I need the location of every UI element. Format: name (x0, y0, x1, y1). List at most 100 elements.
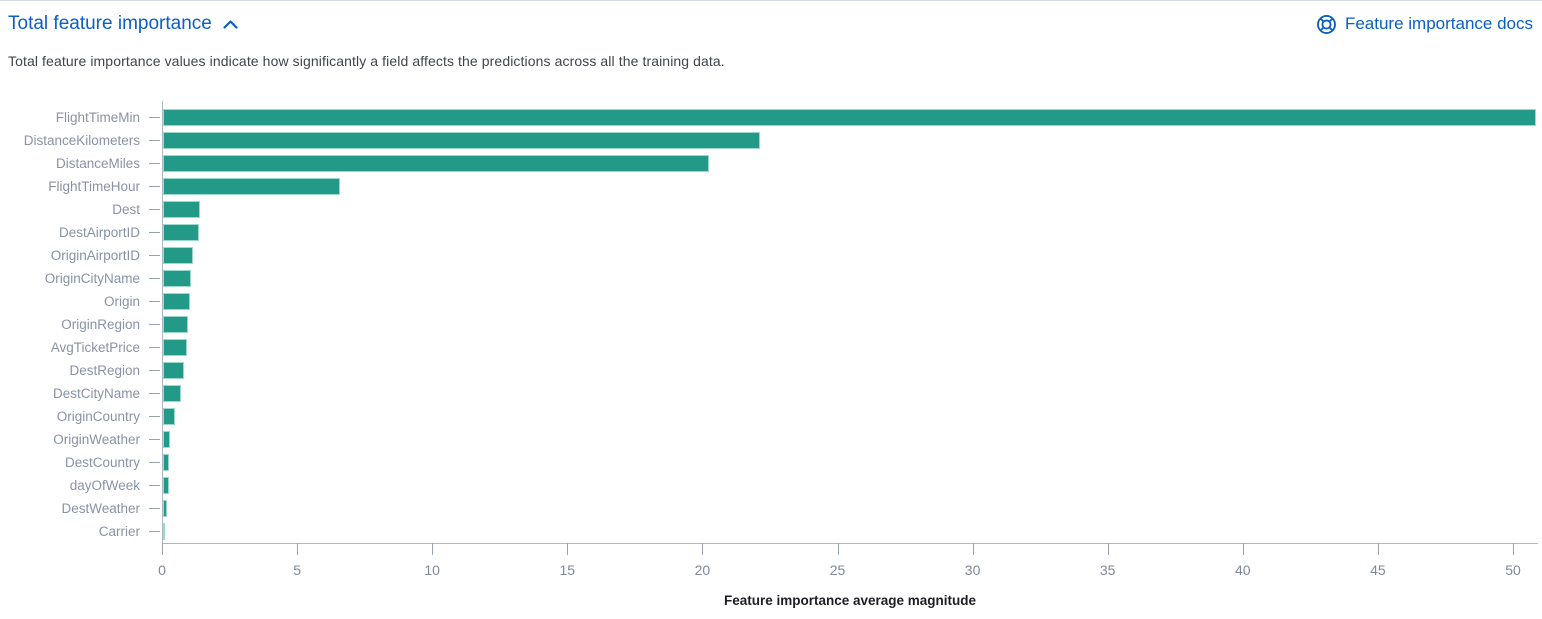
bar (163, 385, 181, 402)
x-axis-tick-label: 20 (694, 562, 711, 578)
x-axis-line (162, 543, 1538, 544)
feature-importance-docs-link[interactable]: Feature importance docs (1316, 14, 1533, 35)
bar (163, 477, 169, 494)
y-axis-tick (149, 117, 160, 118)
x-axis-tick (297, 543, 299, 555)
y-axis-tick (149, 531, 160, 532)
y-axis-label: FlightTimeHour (48, 179, 140, 194)
y-axis-label: DestAirportID (58, 225, 140, 240)
y-axis-label: OriginCountry (56, 409, 140, 424)
chart-row: DistanceMiles (0, 152, 1542, 175)
x-axis-tick-label: 25 (829, 562, 846, 578)
bar (163, 500, 168, 517)
y-axis-label: DestWeather (61, 501, 140, 516)
y-axis-label: OriginCityName (44, 271, 140, 286)
chart-row: Origin (0, 290, 1542, 313)
x-axis-tick-label: 40 (1235, 562, 1251, 578)
bar (163, 316, 188, 333)
y-axis-tick (149, 485, 160, 486)
bar (163, 293, 190, 310)
chart-row: OriginAirportID (0, 244, 1542, 267)
y-axis-tick (149, 255, 160, 256)
x-axis-tick (1513, 543, 1514, 555)
y-axis-tick (149, 209, 160, 210)
section-description: Total feature importance values indicate… (8, 53, 725, 69)
x-axis-tick (702, 543, 704, 555)
chart-row: OriginRegion (0, 313, 1542, 336)
y-axis-label: DistanceMiles (55, 156, 140, 171)
y-axis-tick (149, 370, 160, 371)
chevron-up-icon (223, 19, 238, 29)
y-axis-tick (149, 439, 160, 440)
bar (163, 523, 165, 540)
x-axis-tick (162, 543, 163, 555)
y-axis-label: OriginAirportID (50, 248, 140, 263)
x-axis-tick-label: 50 (1505, 562, 1521, 578)
y-axis-tick (149, 163, 160, 164)
chart-row: DestCountry (0, 451, 1542, 474)
bar (163, 178, 340, 195)
x-axis-tick (1107, 543, 1109, 555)
bar (163, 339, 187, 356)
x-axis-tick (1377, 543, 1379, 555)
section-collapse-toggle[interactable]: Total feature importance (8, 13, 238, 35)
documentation-icon (1317, 14, 1336, 34)
y-axis-tick (149, 416, 160, 417)
x-axis-tick (837, 543, 839, 555)
bar (163, 431, 170, 448)
chart-row: Dest (0, 198, 1542, 221)
y-axis-line (162, 101, 163, 544)
bar (163, 132, 761, 149)
chart-row: FlightTimeMin (0, 106, 1542, 129)
bar (163, 109, 1536, 126)
y-axis-label: Dest (112, 202, 140, 217)
x-axis-tick (432, 543, 434, 555)
chart-row: DistanceKilometers (0, 129, 1542, 152)
y-axis-tick (149, 278, 160, 279)
x-axis-tick-label: 35 (1099, 562, 1116, 578)
y-axis-label: DestRegion (69, 363, 140, 378)
y-axis-tick (149, 140, 160, 141)
y-axis-label: Origin (103, 294, 140, 309)
bar (163, 201, 200, 218)
y-axis-label: FlightTimeMin (55, 110, 140, 125)
y-axis-tick (149, 232, 160, 233)
x-axis-tick-label: 10 (424, 562, 440, 578)
y-axis-tick (149, 508, 160, 509)
y-axis-label: dayOfWeek (69, 478, 140, 493)
x-axis-tick-label: 5 (293, 562, 301, 578)
x-axis-tick-label: 30 (964, 562, 981, 578)
bar (163, 362, 184, 379)
x-axis-title: Feature importance average magnitude (723, 593, 977, 608)
y-axis-tick (149, 186, 160, 187)
y-axis-label: AvgTicketPrice (50, 340, 140, 355)
x-axis-tick-label: 45 (1370, 562, 1386, 578)
y-axis-label: OriginWeather (53, 432, 140, 447)
y-axis-tick (149, 324, 160, 325)
y-axis-label: Carrier (98, 524, 140, 539)
y-axis-tick (149, 462, 160, 463)
panel-header: Total feature importance Feature importa… (8, 13, 1533, 35)
x-axis-tick-label: 0 (158, 562, 166, 578)
docs-link-label: Feature importance docs (1344, 14, 1533, 33)
x-axis-tick (567, 543, 569, 555)
bar (163, 224, 200, 241)
y-axis-tick (149, 393, 160, 394)
y-axis-label: OriginRegion (61, 317, 140, 332)
section-title: Total feature importance (8, 13, 212, 34)
bar (163, 454, 170, 471)
chart-row: dayOfWeek (0, 474, 1542, 497)
chart-row: OriginCityName (0, 267, 1542, 290)
x-axis-tick (1242, 543, 1244, 555)
chart-row: DestRegion (0, 359, 1542, 382)
bar (163, 270, 191, 287)
chart-row: AvgTicketPrice (0, 336, 1542, 359)
x-axis-tick-label: 15 (559, 562, 576, 578)
y-axis-label: DestCityName (52, 386, 140, 401)
chart-row: DestWeather (0, 497, 1542, 520)
y-axis-tick (149, 347, 160, 348)
chart-row: FlightTimeHour (0, 175, 1542, 198)
chart-row: OriginCountry (0, 405, 1542, 428)
chart-row: Carrier (0, 520, 1542, 543)
